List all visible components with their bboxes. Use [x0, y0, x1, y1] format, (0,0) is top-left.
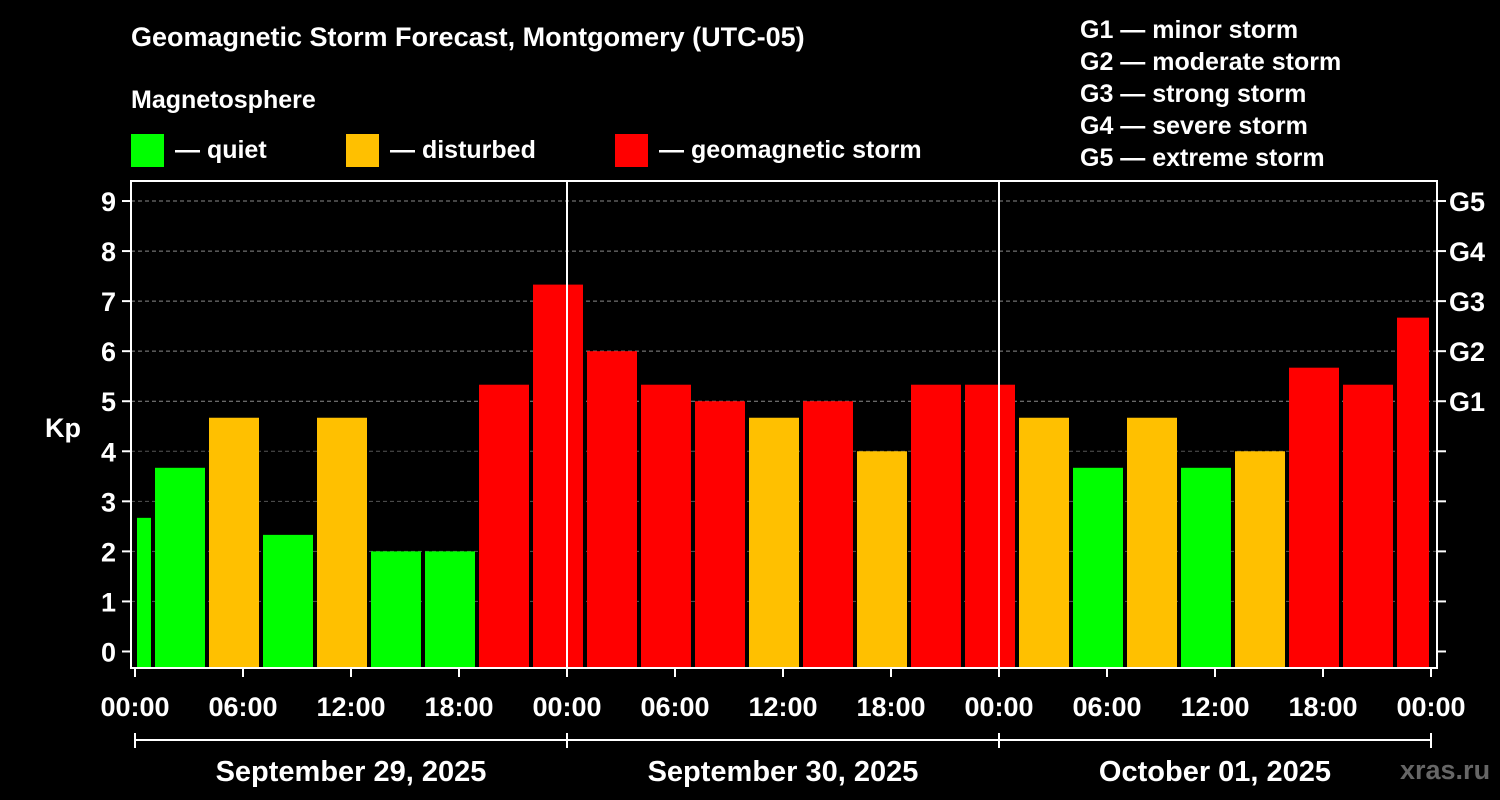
y-tick-label: 7: [101, 287, 116, 317]
chart-title: Geomagnetic Storm Forecast, Montgomery (…: [131, 22, 805, 52]
y-tick-label: 8: [101, 237, 116, 267]
y-axis-label: Kp: [45, 413, 81, 443]
kp-bar-21: [1181, 467, 1231, 668]
x-tick-label: 06:00: [640, 692, 709, 722]
day-label: September 29, 2025: [216, 756, 487, 788]
legend-quiet-label: — quiet: [175, 135, 267, 164]
legend-disturbed-label: — disturbed: [390, 135, 536, 164]
watermark: xras.ru: [1400, 755, 1491, 785]
y-tick-label: 1: [101, 587, 116, 617]
kp-bar-10: [587, 351, 637, 668]
kp-bar-1: [137, 517, 151, 668]
g-scale-label: G4: [1449, 237, 1485, 267]
kp-bar-19: [1073, 467, 1123, 668]
legend-quiet: — quiet: [131, 133, 267, 167]
legend-quiet-swatch: [131, 133, 164, 167]
x-tick-label: 18:00: [1288, 692, 1357, 722]
x-tick-label: 00:00: [532, 692, 601, 722]
g-scale-label: G3: [1449, 287, 1485, 317]
day-label: October 01, 2025: [1099, 756, 1331, 788]
day-label: September 30, 2025: [648, 756, 919, 788]
y-tick-label: 6: [101, 337, 116, 367]
kp-bar-8: [479, 384, 529, 668]
magnetosphere-heading: Magnetosphere: [131, 86, 316, 114]
g-scale-label: G5: [1449, 187, 1485, 217]
kp-bar-22: [1235, 451, 1285, 668]
y-tick-label: 4: [101, 437, 116, 467]
kp-bar-25: [1397, 317, 1429, 668]
kp-bar-3: [209, 417, 259, 668]
x-tick-label: 00:00: [100, 692, 169, 722]
x-tick-label: 06:00: [1072, 692, 1141, 722]
x-tick-label: 12:00: [748, 692, 817, 722]
y-tick-label: 3: [101, 487, 116, 517]
kp-bar-24: [1343, 384, 1393, 668]
kp-bar-12: [695, 401, 745, 668]
kp-bar-2: [155, 467, 205, 668]
g-scale-label: G1: [1449, 387, 1485, 417]
kp-bar-16: [911, 384, 961, 668]
storm-level-list: G1 — minor storm G2 — moderate storm G3 …: [1080, 14, 1341, 174]
kp-bar-6: [371, 551, 421, 668]
x-tick-label: 00:00: [1396, 692, 1465, 722]
kp-bar-5: [317, 417, 367, 668]
kp-bar-15: [857, 451, 907, 668]
kp-bar-7: [425, 551, 475, 668]
x-tick-label: 12:00: [1180, 692, 1249, 722]
kp-bar-13: [749, 417, 799, 668]
storm-level-g2: G2 — moderate storm: [1080, 48, 1342, 76]
kp-bar-14: [803, 401, 853, 668]
y-tick-label: 2: [101, 537, 116, 567]
y-tick-label: 0: [101, 637, 116, 667]
kp-bar-9: [533, 284, 583, 668]
legend-storm: — geomagnetic storm: [615, 133, 922, 167]
g-scale-label: G2: [1449, 337, 1485, 367]
x-tick-label: 00:00: [964, 692, 1033, 722]
kp-bar-18: [1019, 417, 1069, 668]
x-tick-label: 06:00: [208, 692, 277, 722]
storm-level-g1: G1 — minor storm: [1080, 16, 1299, 44]
kp-bar-23: [1289, 367, 1339, 668]
x-tick-label: 18:00: [856, 692, 925, 722]
kp-bar-20: [1127, 417, 1177, 668]
x-tick-label: 12:00: [316, 692, 385, 722]
legend-storm-swatch: [615, 133, 648, 167]
kp-bar-17: [965, 384, 1015, 668]
kp-bar-4: [263, 534, 313, 668]
y-tick-label: 5: [101, 387, 116, 417]
storm-level-g5: G5 — extreme storm: [1080, 144, 1325, 172]
legend-disturbed-swatch: [346, 133, 379, 167]
storm-level-g4: G4 — severe storm: [1080, 112, 1308, 140]
y-tick-label: 9: [101, 187, 116, 217]
x-tick-label: 18:00: [424, 692, 493, 722]
kp-bar-11: [641, 384, 691, 668]
legend-disturbed: — disturbed: [346, 133, 536, 167]
legend-storm-label: — geomagnetic storm: [659, 135, 922, 164]
storm-level-g3: G3 — strong storm: [1080, 80, 1307, 108]
